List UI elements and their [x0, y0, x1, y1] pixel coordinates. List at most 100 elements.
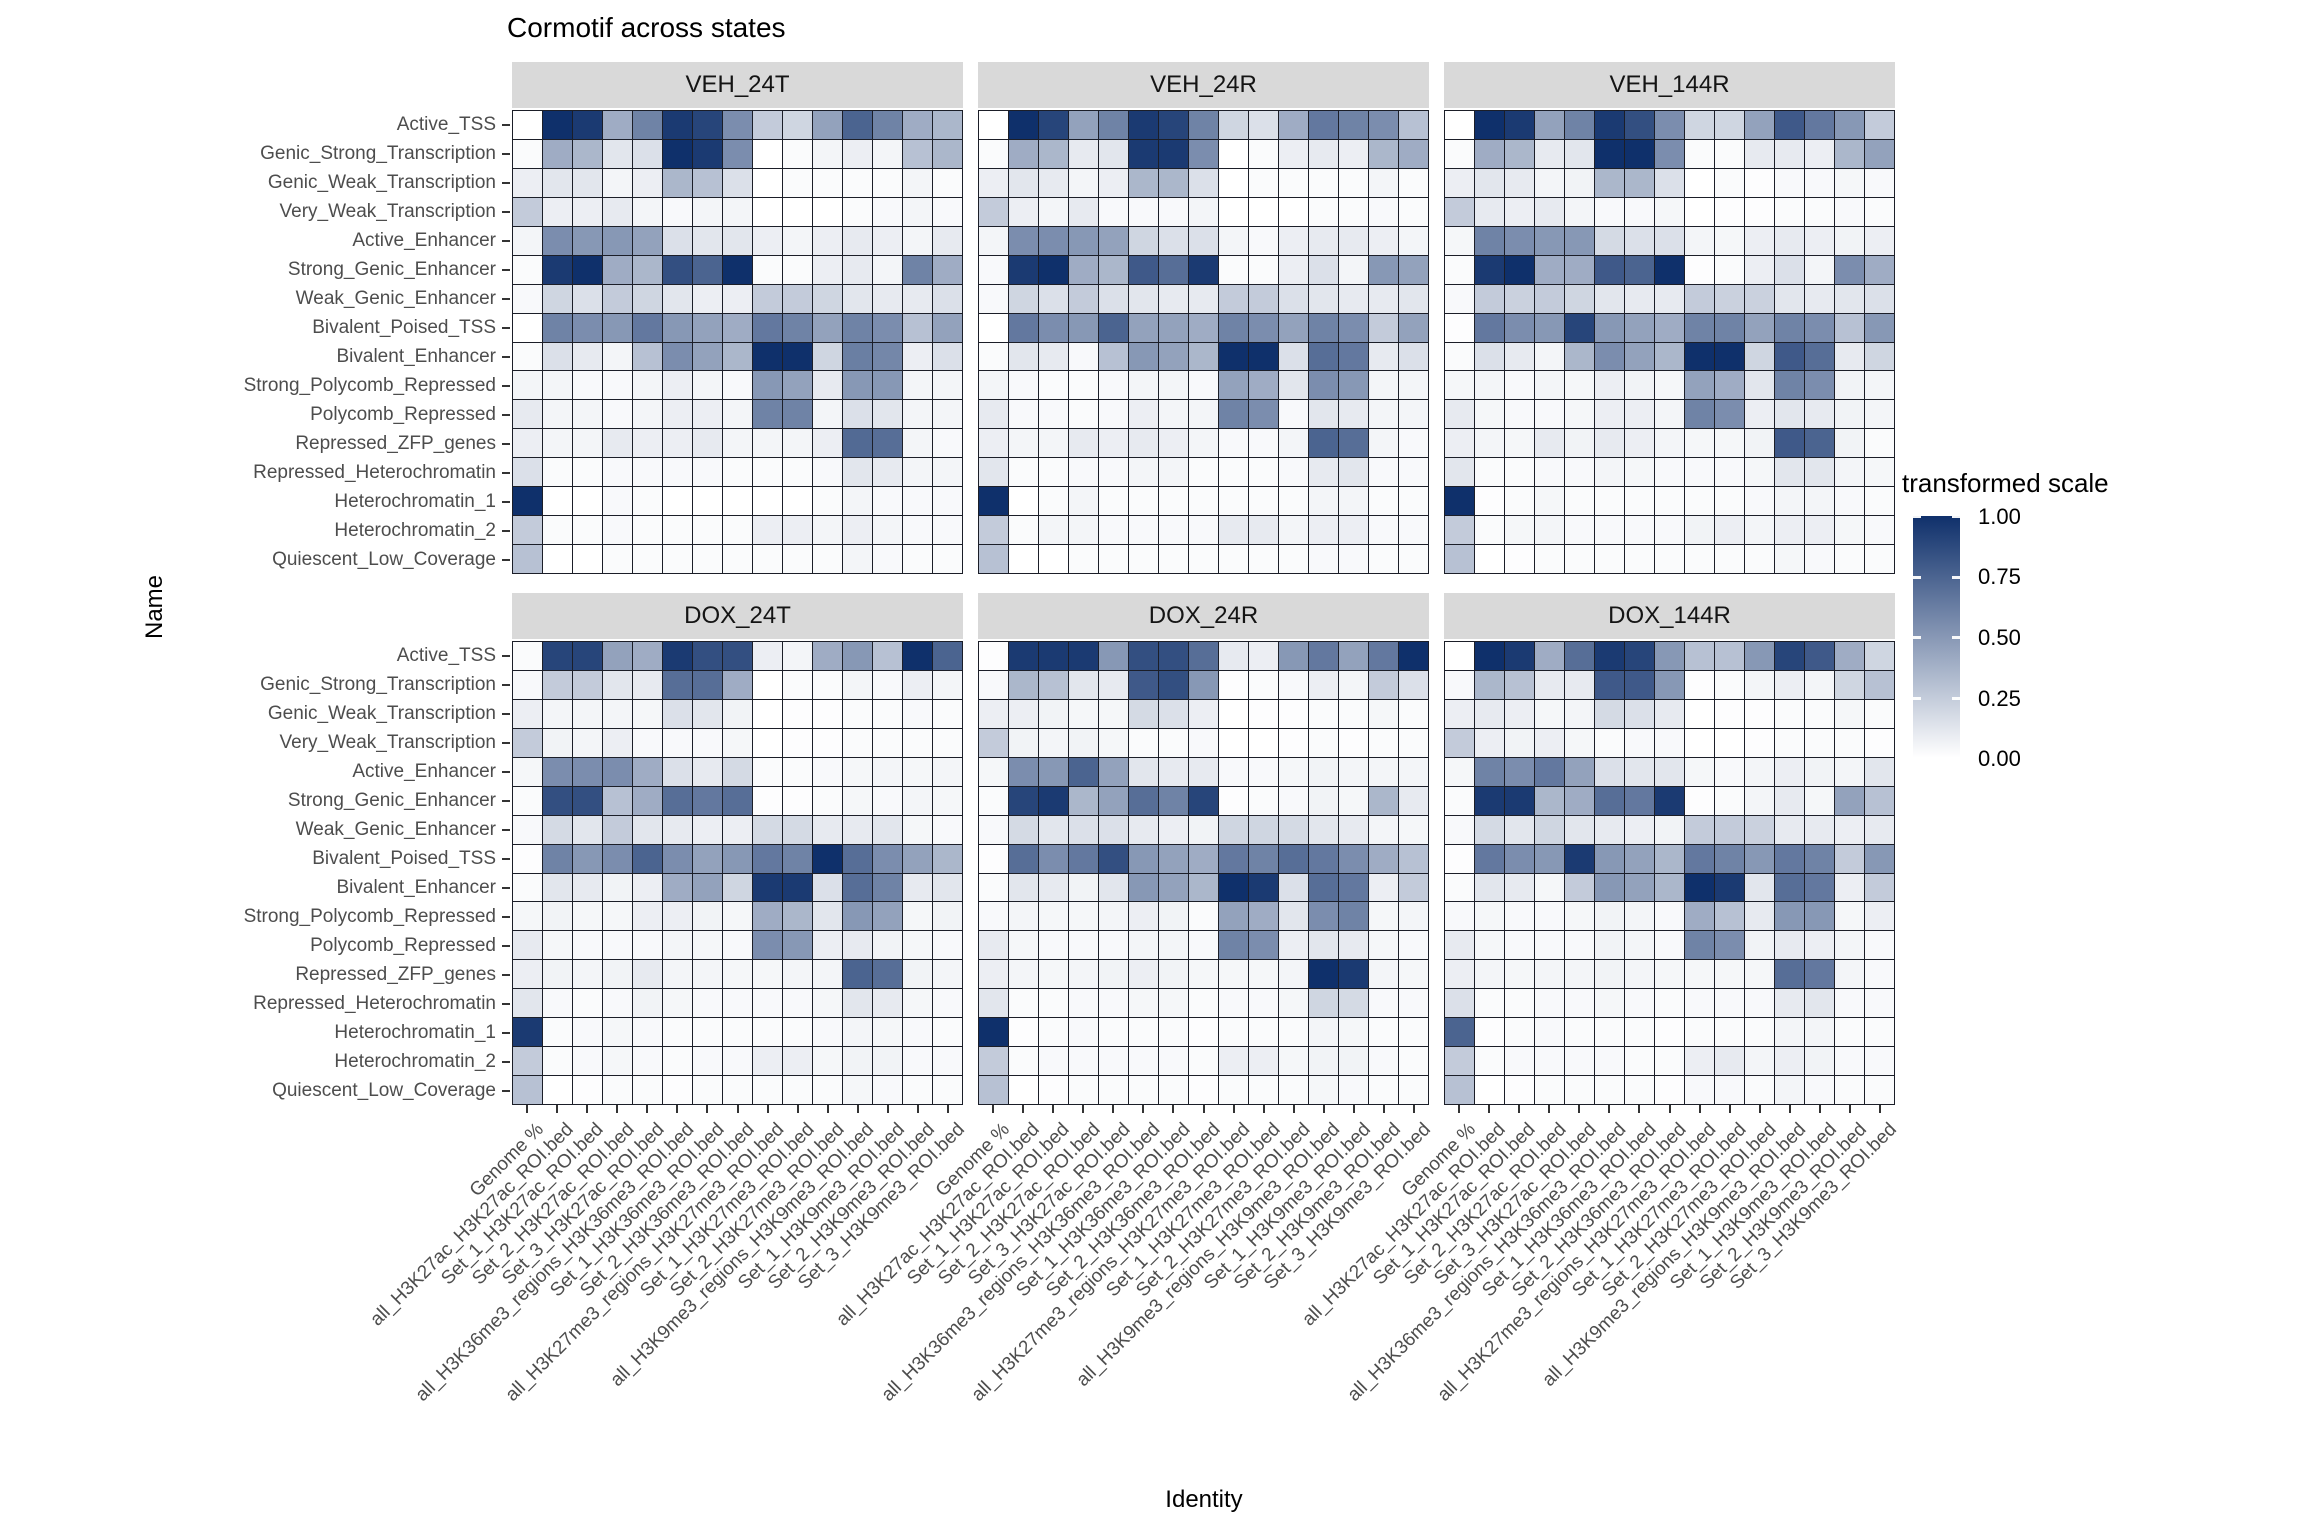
heatmap-cell [753, 1047, 782, 1076]
heatmap-cell [1865, 429, 1894, 458]
y-axis-tick [502, 915, 510, 918]
heatmap-cell [1865, 111, 1894, 139]
heatmap-cell [1475, 902, 1504, 931]
heatmap-cell [1655, 1076, 1684, 1104]
heatmap-cell [603, 815, 632, 844]
heatmap-cell [513, 371, 542, 400]
heatmap-cell [753, 168, 782, 197]
heatmap-cell [1009, 960, 1038, 989]
heatmap-cell [1189, 642, 1218, 670]
heatmap-cell [603, 111, 632, 139]
heatmap-cell [663, 960, 692, 989]
heatmap-cell [1249, 226, 1278, 255]
heatmap-cell [1369, 429, 1398, 458]
heatmap-cell [1745, 757, 1774, 786]
heatmap-cell [543, 400, 572, 429]
y-axis-label: Genic_Weak_Transcription [267, 702, 496, 724]
heatmap-cell [1805, 429, 1834, 458]
heatmap-cell [1159, 642, 1188, 670]
heatmap-cell [1189, 960, 1218, 989]
heatmap-cell [633, 516, 662, 545]
heatmap-cell [873, 1018, 902, 1047]
heatmap-cell [693, 226, 722, 255]
heatmap-cell [543, 139, 572, 168]
heatmap-cell [1565, 226, 1594, 255]
heatmap-cell [1625, 670, 1654, 699]
heatmap-cell [1159, 873, 1188, 902]
x-axis-tick [1668, 1105, 1671, 1113]
heatmap-cell [1805, 545, 1834, 573]
heatmap-cell [873, 815, 902, 844]
heatmap-cell [513, 844, 542, 873]
x-axis-tick [1112, 1105, 1115, 1113]
heatmap-cell [843, 400, 872, 429]
heatmap-cell [979, 545, 1008, 573]
heatmap-cell [1129, 699, 1158, 728]
heatmap-cell [753, 255, 782, 284]
heatmap-cell [633, 226, 662, 255]
heatmap-cell [1835, 255, 1864, 284]
x-axis-tick [1202, 1105, 1205, 1113]
heatmap-cell [1159, 487, 1188, 516]
heatmap-cell [1369, 728, 1398, 757]
heatmap-cell [1625, 487, 1654, 516]
heatmap-cell [1625, 989, 1654, 1018]
heatmap-cell [873, 642, 902, 670]
heatmap-cell [1279, 226, 1308, 255]
heatmap-cell [1715, 873, 1744, 902]
heatmap-cell [723, 873, 752, 902]
heatmap-cell [783, 728, 812, 757]
heatmap-cell [813, 255, 842, 284]
heatmap-cell [1399, 284, 1428, 313]
heatmap-cell [1399, 670, 1428, 699]
heatmap-cell [693, 313, 722, 342]
heatmap-cell [633, 642, 662, 670]
heatmap-cell [1715, 815, 1744, 844]
heatmap-cell [603, 342, 632, 371]
heatmap-cell [1685, 786, 1714, 815]
heatmap-cell [1159, 757, 1188, 786]
heatmap-cell [1505, 111, 1534, 139]
y-axis-tick [502, 1031, 510, 1034]
heatmap-cell [783, 844, 812, 873]
heatmap-cell [783, 429, 812, 458]
heatmap-cell [1339, 255, 1368, 284]
heatmap-cell [723, 1047, 752, 1076]
y-axis-label: Weak_Genic_Enhancer [295, 818, 496, 840]
heatmap-cell [1505, 255, 1534, 284]
heatmap-cell [1775, 815, 1804, 844]
heatmap-cell [1279, 699, 1308, 728]
heatmap-cell [1339, 670, 1368, 699]
heatmap-cell [573, 371, 602, 400]
heatmap-cell [723, 197, 752, 226]
heatmap-panel-veh_24r [978, 110, 1429, 574]
heatmap-cell [1805, 699, 1834, 728]
x-axis-tick [1518, 1105, 1521, 1113]
facet-strip-veh_24t: VEH_24T [512, 62, 963, 108]
heatmap-cell [1865, 670, 1894, 699]
heatmap-cell [1159, 371, 1188, 400]
heatmap-cell [1775, 284, 1804, 313]
y-axis-tick [502, 944, 510, 947]
heatmap-cell [1369, 815, 1398, 844]
heatmap-cell [573, 197, 602, 226]
heatmap-cell [1339, 111, 1368, 139]
heatmap-cell [903, 545, 932, 573]
heatmap-cell [1039, 1018, 1068, 1047]
heatmap-cell [783, 342, 812, 371]
heatmap-cell [1745, 1076, 1774, 1104]
x-axis-tick [992, 1105, 995, 1113]
heatmap-cell [843, 197, 872, 226]
heatmap-cell [1685, 1047, 1714, 1076]
heatmap-cell [1535, 989, 1564, 1018]
heatmap-cell [1039, 545, 1068, 573]
heatmap-cell [1655, 313, 1684, 342]
heatmap-cell [513, 342, 542, 371]
heatmap-cell [513, 960, 542, 989]
heatmap-cell [1775, 902, 1804, 931]
heatmap-cell [813, 168, 842, 197]
heatmap-cell [723, 371, 752, 400]
heatmap-cell [603, 487, 632, 516]
heatmap-cell [633, 545, 662, 573]
heatmap-cell [1775, 844, 1804, 873]
